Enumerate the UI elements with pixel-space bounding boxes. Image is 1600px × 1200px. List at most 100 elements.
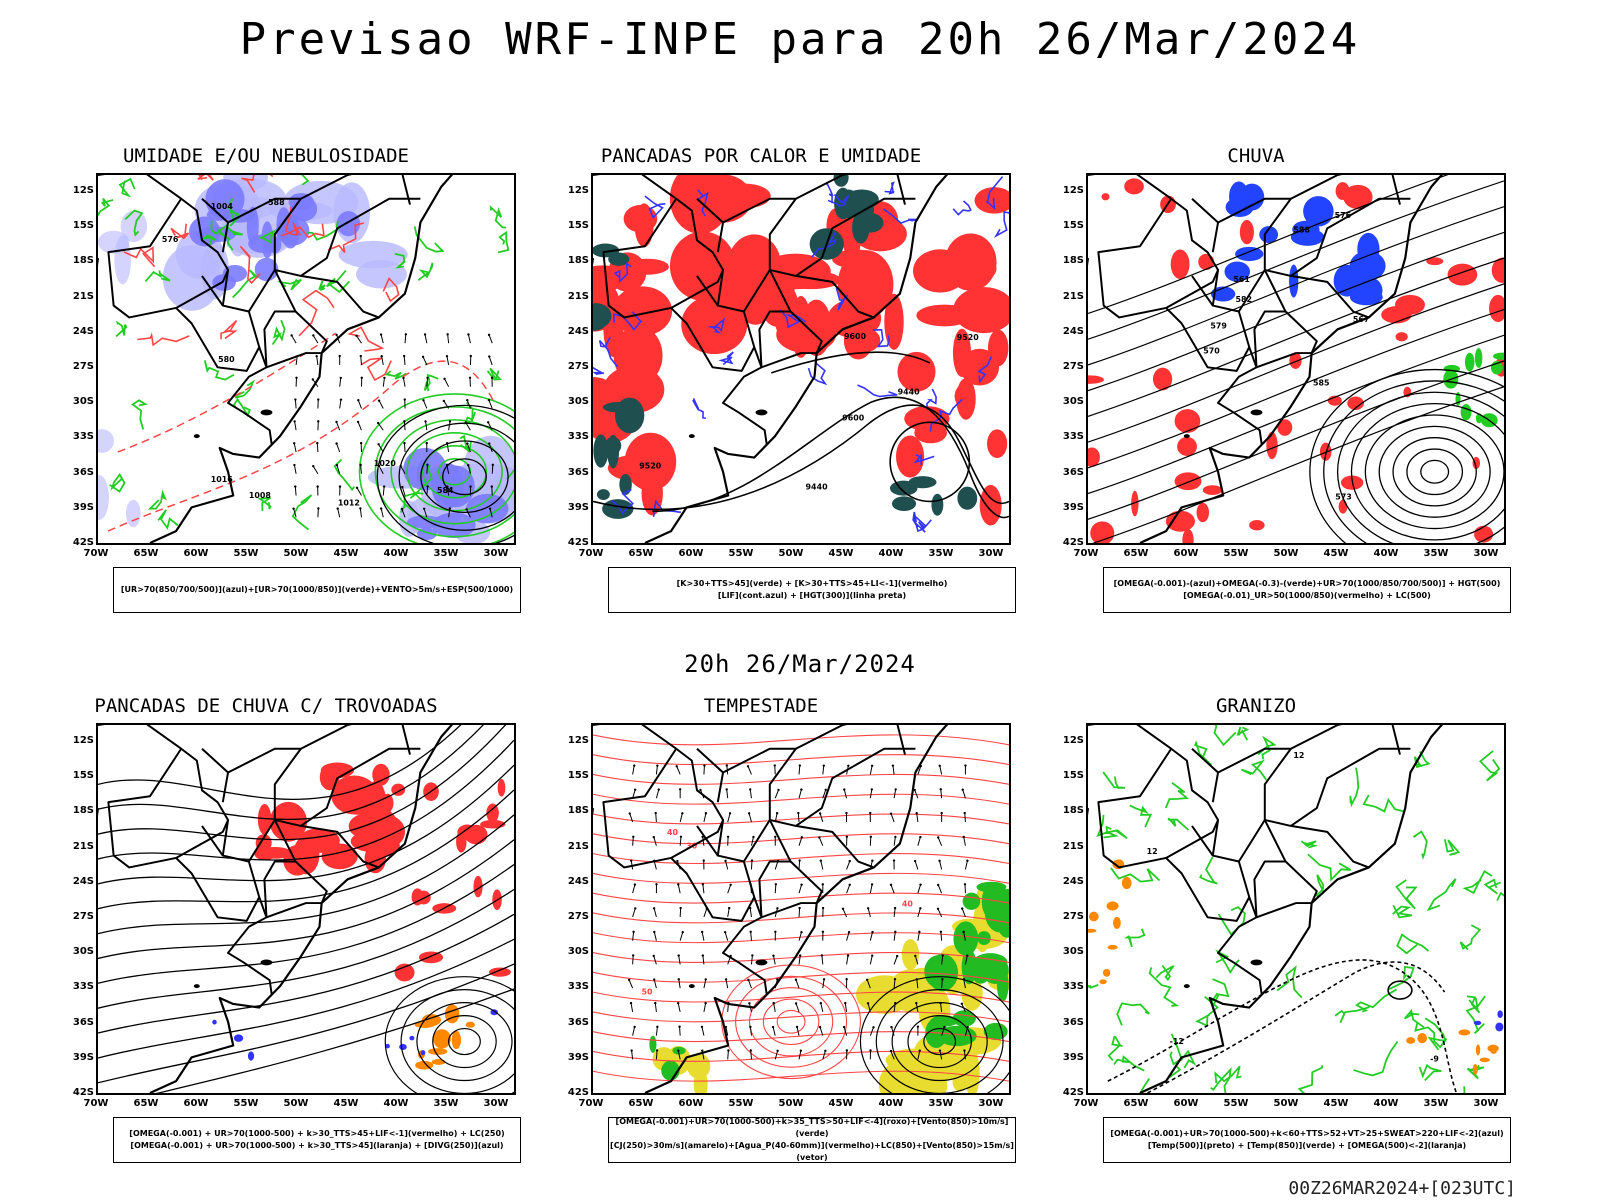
field-blob [613,325,663,386]
lagoa-dos-patos [260,959,273,966]
border-line [593,175,768,445]
wind-vector [843,789,848,799]
coastline [1139,725,1444,1093]
wind-vector [795,979,800,989]
geopotential-line [1088,175,1449,315]
pressure-contour [442,458,487,496]
border-line [722,725,848,774]
thickness-line [107,360,495,532]
wind-vector [628,979,634,989]
wind-vector-head [317,507,320,510]
wind-vector [677,884,681,894]
contour-label: 570 [1203,347,1220,356]
border-line [1391,725,1401,755]
wind-vector [964,955,968,965]
wind-vector-head [469,354,473,358]
wind-vector-head [627,978,631,982]
wind-vector-head [889,1049,893,1053]
contour-squiggle [1443,839,1461,856]
wind-vector [653,955,657,965]
contour-squiggle [399,490,420,513]
wind-vector-head [894,835,897,839]
wind-vector-head [422,507,426,510]
contour-squiggle [227,198,241,227]
wind-vector-head [726,835,730,838]
wind-vector-head [655,1049,659,1052]
field-blob [247,1051,255,1061]
humidity-fields: 1008 1012 1016 1020 1004 576 580 584 588 [98,175,514,543]
wind-vector-head [488,355,491,358]
wind-vector-head [360,376,363,379]
wind-vector-head [677,978,680,981]
field-blob [708,271,735,336]
contour-squiggle [280,223,325,239]
wind-vector [380,334,384,344]
wind-vector-head [939,1001,942,1005]
wind-vector-head [355,334,358,337]
run-time-label: 00Z26MAR2024+[023UTC] [1288,1178,1516,1199]
wind-vector-head [746,765,750,768]
panel-title: PANCADAS DE CHUVA C/ TROVOADAS [94,695,438,717]
lon-tick-label: 60W [1173,1098,1199,1109]
wind-vector [360,355,362,365]
pressure-contour [1336,391,1504,543]
wind-vector-head [679,835,683,838]
panel-tempestade: TEMPESTADE 40 50 40 30 [OMEGA(-0.001)+UR>70… [511,695,1016,1175]
wind-vector [631,1050,634,1060]
precip-water-line [593,1070,1009,1082]
wind-vector [701,1026,705,1036]
wind-vector [822,765,825,775]
wind-vector [798,884,803,894]
wind-vector-head [338,354,341,358]
field-blob [1182,528,1194,543]
hgt-contour [889,421,971,503]
wind-vector-head [751,954,754,957]
hail-fields: 12 -12 12 -9 [1088,725,1504,1093]
wind-vector-head [359,507,362,510]
wind-vector-head [752,835,755,839]
legend-line-1: [OMEGA(-0.001) + UR>70(1000-500) + k>30_… [129,1129,505,1138]
contour-squiggle [124,209,144,237]
field-blob [837,250,894,319]
wind-vector [822,1050,826,1060]
border-line [175,857,261,922]
wind-vector-head [678,1025,681,1028]
wind-vector-head [747,812,751,815]
lagoa-dos-patos [1250,409,1263,416]
contour-label: 576 [162,235,179,244]
contour-label: 585 [1313,379,1330,388]
legend-line-1: [OMEGA(-0.001)-(azul)+OMEGA(-0.3)-(verde… [1113,579,1501,588]
field-blob [1107,944,1118,950]
contour-label: 9600 [842,414,865,423]
wind-vector-head [966,954,969,957]
lat-tick-label: 27S [567,361,589,372]
country-borders [593,725,949,1093]
contour-label: 40 [667,828,679,837]
field-blob [289,196,318,222]
lon-tick-label: 30W [978,548,1004,559]
wind-vector-head [938,1049,942,1052]
wind-vector [796,1026,800,1036]
pressure-contour [1323,380,1504,543]
lat-tick-label: 12S [567,185,589,196]
precip-water-line [593,991,1009,1003]
wind-vector-head [940,811,943,815]
border-line [722,175,848,224]
wind-vector [424,334,428,344]
wind-vector-head [845,1049,849,1052]
wind-vector-head [629,1001,633,1005]
panel-title: CHUVA [1227,145,1285,167]
wind-vector [339,399,342,409]
wind-vector [869,955,873,965]
wind-vector-head [359,463,362,467]
lat-tick-label: 36S [1062,466,1084,478]
border-line [1097,748,1219,869]
lat-tick-label: 36S [1062,1016,1084,1028]
lon-tick-label: 35W [1423,1098,1449,1109]
wind-vector [703,979,707,989]
wind-vector-head [632,835,635,838]
wind-vector [941,979,943,989]
wind-vector [846,860,851,870]
contour-squiggle [696,189,709,217]
